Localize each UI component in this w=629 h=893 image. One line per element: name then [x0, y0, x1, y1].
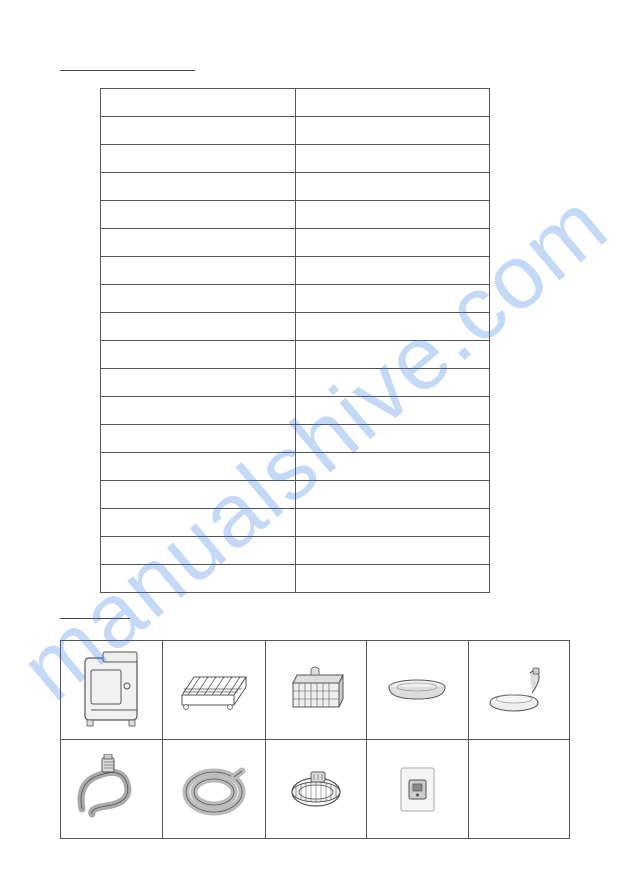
- spec-cell: [101, 453, 296, 481]
- spec-cell: [101, 537, 296, 565]
- spec-cell: [295, 257, 490, 285]
- packing-cell-inlet-hose: [61, 740, 163, 839]
- spec-cell: [101, 117, 296, 145]
- spec-cell: [295, 453, 490, 481]
- table-row: [101, 145, 490, 173]
- spec-cell: [101, 341, 296, 369]
- spec-cell: [101, 201, 296, 229]
- spec-cell: [101, 173, 296, 201]
- spec-cell: [101, 509, 296, 537]
- table-row: [101, 117, 490, 145]
- table-row: [101, 509, 490, 537]
- cutlery-basket-icon: [267, 642, 365, 738]
- spec-cell: [101, 257, 296, 285]
- packing-cell-empty: [468, 740, 569, 839]
- table-row: [101, 341, 490, 369]
- packing-cell-measuring-cup: [468, 641, 569, 740]
- packing-row: [61, 641, 570, 740]
- table-row: [101, 229, 490, 257]
- table-row: [101, 285, 490, 313]
- spec-cell: [295, 481, 490, 509]
- section-heading-1-underline: [60, 70, 195, 71]
- packing-cell-dishwasher: [61, 641, 163, 740]
- spec-cell: [295, 285, 490, 313]
- spec-cell: [101, 313, 296, 341]
- packing-cell-cutlery-basket: [265, 641, 366, 740]
- drain-hose-icon: [164, 741, 263, 837]
- spec-cell: [295, 229, 490, 257]
- inlet-hose-icon: [62, 741, 161, 837]
- adapter-plug-icon: [368, 741, 466, 837]
- table-row: [101, 257, 490, 285]
- table-row: [101, 369, 490, 397]
- measuring-cup-icon: [470, 642, 568, 738]
- spec-cell: [295, 341, 490, 369]
- spec-cell: [101, 481, 296, 509]
- packing-cell-drain-hose: [163, 740, 265, 839]
- specifications-table: [100, 88, 490, 593]
- spec-cell: [101, 397, 296, 425]
- spec-cell: [295, 537, 490, 565]
- packing-list-grid: [60, 640, 570, 839]
- spec-table-body: [101, 89, 490, 593]
- spec-cell: [101, 89, 296, 117]
- table-row: [101, 537, 490, 565]
- spec-cell: [101, 145, 296, 173]
- spec-cell: [295, 89, 490, 117]
- packing-cell-hose-clamp: [265, 740, 366, 839]
- spec-cell: [295, 509, 490, 537]
- table-row: [101, 313, 490, 341]
- spec-cell: [295, 117, 490, 145]
- table-row: [101, 89, 490, 117]
- table-row: [101, 397, 490, 425]
- spec-cell: [295, 173, 490, 201]
- spec-cell: [101, 565, 296, 593]
- spec-cell: [295, 201, 490, 229]
- fruit-tray-icon: [368, 642, 466, 738]
- packing-cell-rack: [163, 641, 265, 740]
- packing-cell-adapter: [367, 740, 468, 839]
- spec-cell: [101, 229, 296, 257]
- spec-cell: [295, 397, 490, 425]
- hose-clamp-icon: [267, 741, 365, 837]
- table-row: [101, 425, 490, 453]
- table-row: [101, 565, 490, 593]
- section-heading-2-underline: [60, 618, 130, 619]
- spec-cell: [295, 313, 490, 341]
- table-row: [101, 201, 490, 229]
- spec-cell: [101, 285, 296, 313]
- spec-cell: [295, 369, 490, 397]
- spec-cell: [295, 145, 490, 173]
- packing-row: [61, 740, 570, 839]
- spec-cell: [295, 425, 490, 453]
- spec-cell: [101, 425, 296, 453]
- table-row: [101, 173, 490, 201]
- packing-cell-fruit-tray: [367, 641, 468, 740]
- spec-cell: [295, 565, 490, 593]
- spec-cell: [101, 369, 296, 397]
- table-row: [101, 481, 490, 509]
- dishwasher-unit-icon: [62, 642, 161, 738]
- table-row: [101, 453, 490, 481]
- dish-rack-icon: [164, 642, 263, 738]
